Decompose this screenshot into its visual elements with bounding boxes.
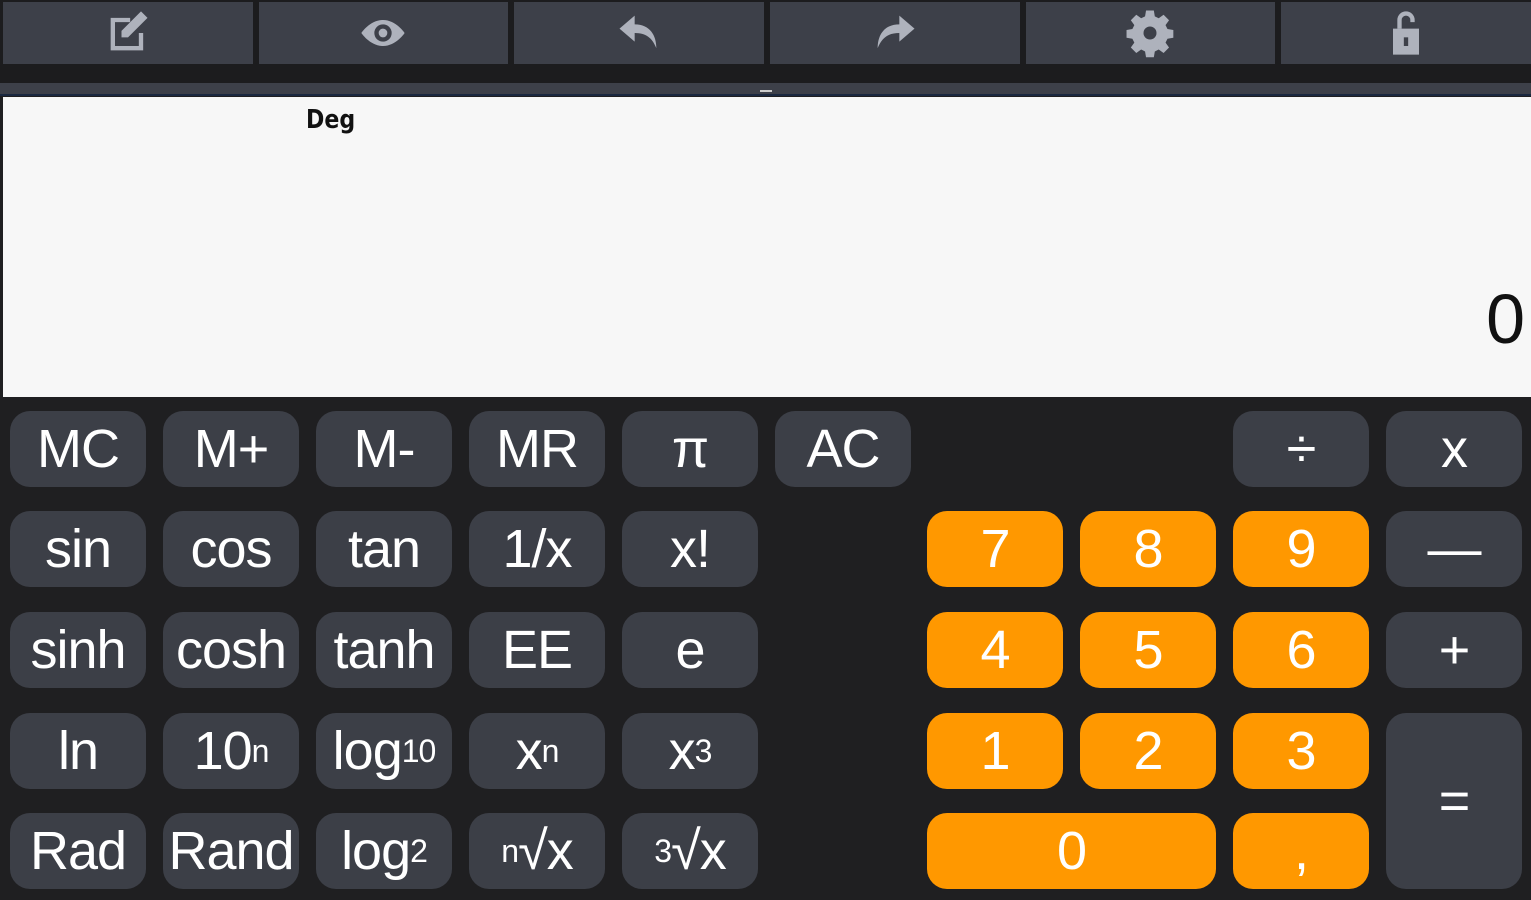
cos-key[interactable]: cos [163, 511, 299, 587]
comma-key[interactable]: , [1233, 813, 1369, 889]
key-exponent: n [251, 732, 270, 769]
e-key[interactable]: e [622, 612, 758, 688]
tanh-key[interactable]: tanh [316, 612, 452, 688]
mr-key[interactable]: MR [469, 411, 605, 487]
key-base: √x [671, 821, 727, 881]
ee-key[interactable]: EE [469, 612, 605, 688]
multiply-key[interactable]: x [1386, 411, 1522, 487]
factorial-key[interactable]: x! [622, 511, 758, 587]
redo-button[interactable] [770, 2, 1020, 64]
display-divider [0, 83, 1531, 96]
mc-key[interactable]: MC [10, 411, 146, 487]
log10-key[interactable]: log 10 [316, 713, 452, 789]
log2-key[interactable]: log 2 [316, 813, 452, 889]
digit-8-key[interactable]: 8 [1080, 511, 1216, 587]
rand-key[interactable]: Rand [163, 813, 299, 889]
cosh-key[interactable]: cosh [163, 612, 299, 688]
edit-icon [110, 11, 148, 51]
undo-icon [619, 15, 657, 49]
key-index: 3 [654, 832, 672, 869]
key-subscript: 10 [401, 732, 437, 769]
ten-power-key[interactable]: 10 n [163, 713, 299, 789]
digit-5-key[interactable]: 5 [1080, 612, 1216, 688]
toolbar [0, 0, 1531, 83]
redo-icon [877, 15, 915, 49]
key-base: x [668, 721, 696, 781]
digit-1-key[interactable]: 1 [927, 713, 1063, 789]
m-plus-key[interactable]: M+ [163, 411, 299, 487]
digit-7-key[interactable]: 7 [927, 511, 1063, 587]
nth-root-key[interactable]: n √x [469, 813, 605, 889]
key-base: √x [518, 821, 574, 881]
key-base: x [515, 721, 543, 781]
drag-handle[interactable] [760, 90, 772, 92]
m-minus-key[interactable]: M- [316, 411, 452, 487]
key-exponent: n [541, 732, 560, 769]
digit-4-key[interactable]: 4 [927, 612, 1063, 688]
ln-key[interactable]: ln [10, 713, 146, 789]
sin-key[interactable]: sin [10, 511, 146, 587]
digit-0-key[interactable]: 0 [927, 813, 1216, 889]
cube-root-key[interactable]: 3 √x [622, 813, 758, 889]
sinh-key[interactable]: sinh [10, 612, 146, 688]
display: Deg 0 [3, 97, 1531, 397]
pi-key[interactable]: π [622, 411, 758, 487]
digit-3-key[interactable]: 3 [1233, 713, 1369, 789]
minus-key[interactable]: — [1386, 511, 1522, 587]
key-base: log [341, 821, 411, 881]
undo-button[interactable] [514, 2, 764, 64]
rad-key[interactable]: Rad [10, 813, 146, 889]
tan-key[interactable]: tan [316, 511, 452, 587]
key-exponent: 3 [694, 732, 713, 769]
reciprocal-key[interactable]: 1/x [469, 511, 605, 587]
ac-key[interactable]: AC [775, 411, 911, 487]
gear-icon [1127, 10, 1174, 58]
keypad: MC M+ M- MR π AC ÷ x sin cos tan 1/x x! … [0, 399, 1531, 900]
settings-button[interactable] [1025, 2, 1276, 64]
unlock-icon [1393, 11, 1420, 55]
edit-button[interactable] [3, 2, 253, 64]
lock-button[interactable] [1281, 2, 1531, 64]
key-index: n [501, 832, 519, 869]
divide-key[interactable]: ÷ [1233, 411, 1369, 487]
key-base: 10 [193, 721, 253, 781]
key-subscript: 2 [410, 832, 428, 869]
eye-icon [361, 20, 406, 46]
equals-key[interactable]: = [1386, 713, 1522, 889]
key-base: log [332, 721, 403, 781]
display-value: 0 [1486, 280, 1525, 358]
digit-6-key[interactable]: 6 [1233, 612, 1369, 688]
plus-key[interactable]: + [1386, 612, 1522, 688]
digit-2-key[interactable]: 2 [1080, 713, 1216, 789]
view-button[interactable] [258, 2, 509, 64]
digit-9-key[interactable]: 9 [1233, 511, 1369, 587]
angle-mode-indicator: Deg [306, 105, 356, 135]
